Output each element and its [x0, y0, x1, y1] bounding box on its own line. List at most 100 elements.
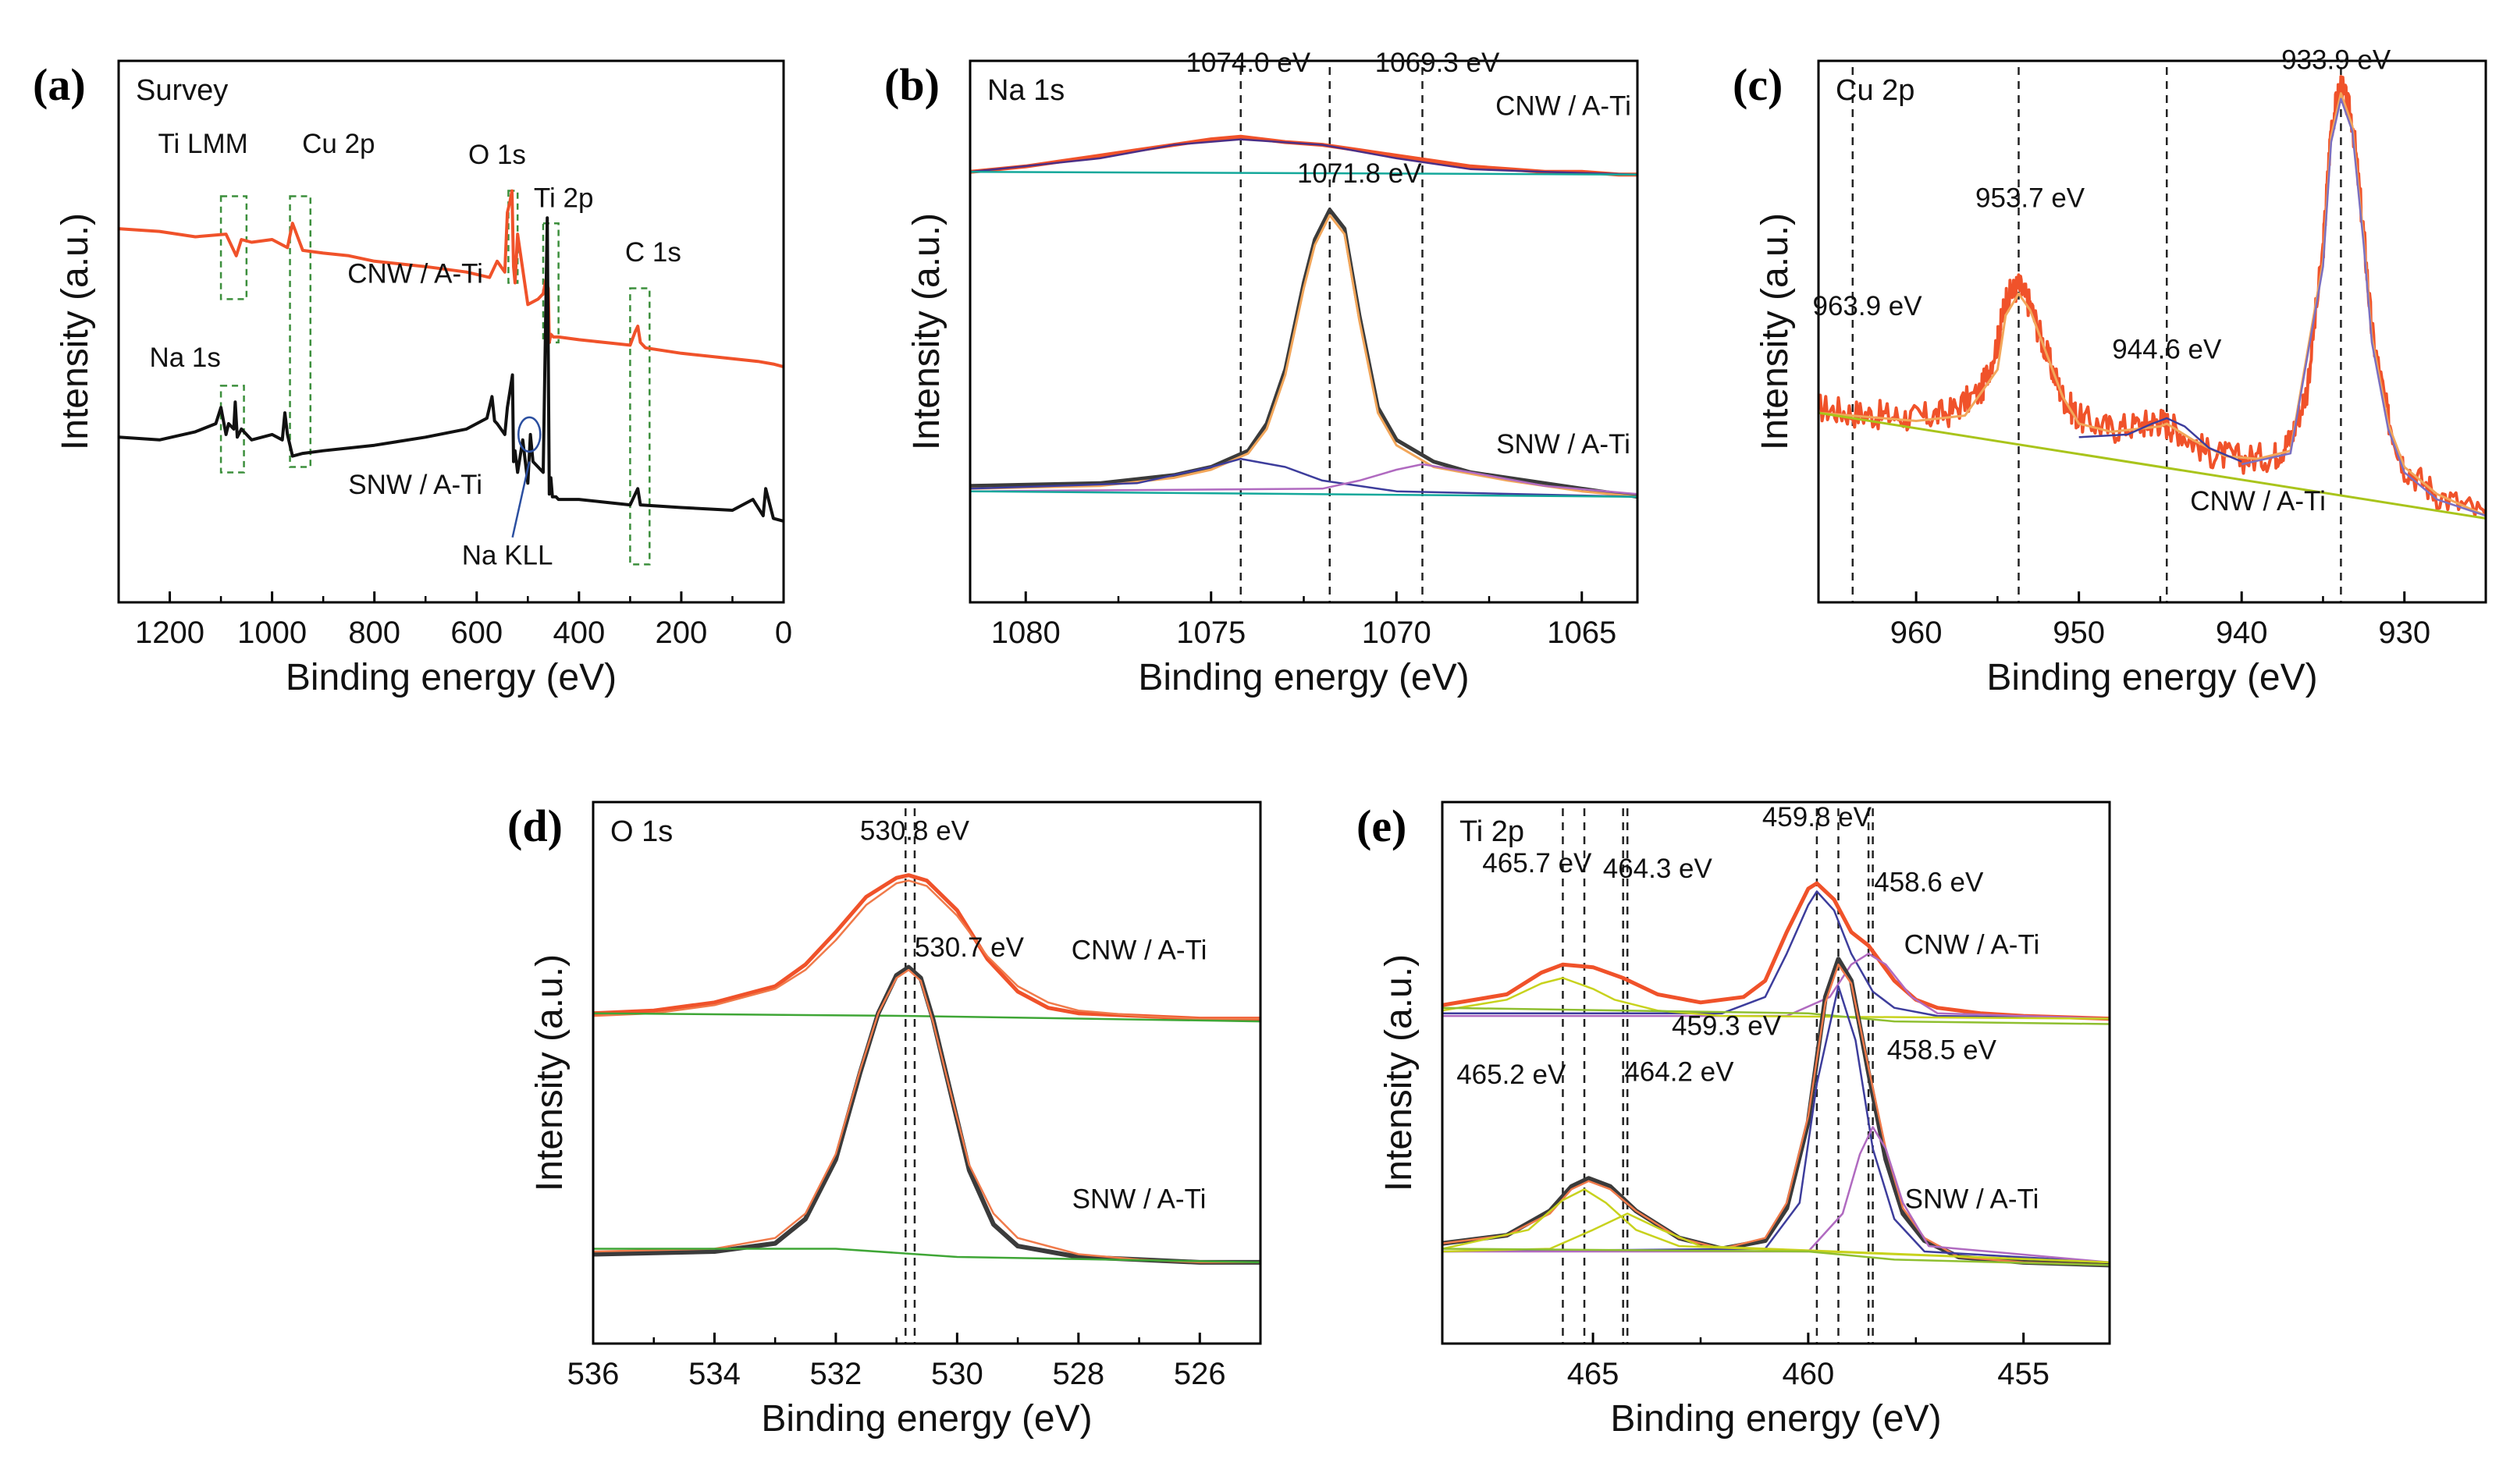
panel-title-b: Na 1s [987, 74, 1065, 107]
plot-area-d [593, 808, 1260, 1344]
series-d-snw-a-ti-raw [593, 964, 1260, 1265]
panel-title-a: Survey [136, 74, 228, 107]
x-tick-label-b-3: 1065 [1547, 616, 1616, 650]
panel-c: 960 950 940 930 Binding energy (eV) Intensity… [1733, 44, 2487, 698]
plot-frame-a [117, 59, 785, 604]
peak-marker-na-1s [219, 385, 245, 474]
x-tick-label-e-2: 455 [1997, 1357, 2050, 1391]
series-e-snw-baseline [1442, 1248, 2110, 1266]
annotation-e-465-2-ev: 465.2 eV [1456, 1060, 1566, 1090]
x-axis-label-b: Binding energy (eV) [1138, 657, 1469, 698]
series-e-snw-459-3-component [1442, 985, 2110, 1264]
annotation-a-ti-2p: Ti 2p [534, 183, 594, 213]
x-tick-label-d-4: 528 [1052, 1357, 1104, 1391]
plot-frame-e [1441, 801, 2111, 1345]
annotation-a-c-1s: C 1s [625, 237, 681, 268]
x-axis-label-d: Binding energy (eV) [761, 1398, 1092, 1440]
plot-area-a [119, 189, 784, 566]
annotation-a-cu-2p: Cu 2p [302, 129, 375, 159]
annotation-a-na-1s: Na 1s [149, 343, 220, 373]
series-c-baseline [1818, 411, 2486, 520]
na-kll-pointer [511, 461, 531, 538]
x-tick-label-d-1: 534 [688, 1357, 741, 1391]
series-c-cu-2p3-2 [2241, 98, 2486, 517]
series-b-snw-baseline [970, 490, 1637, 498]
annotation-c-cnw-a-ti: CNW / A-Ti [2190, 486, 2326, 517]
series-e-snw-fit [1442, 963, 2110, 1266]
annotation-a-ti-lmm: Ti LMM [158, 129, 247, 159]
annotation-d-530-7-ev: 530.7 eV [915, 932, 1025, 963]
y-axis-label-d: Intensity (a.u.) [529, 954, 571, 1191]
x-tick-label-e-0: 465 [1567, 1357, 1619, 1391]
annotation-a-na-kll: Na KLL [462, 540, 553, 570]
annotation-b-1071-8-ev: 1071.8 eV [1297, 158, 1422, 189]
panel-label-c: (c) [1733, 59, 1783, 110]
panel-label-b: (b) [884, 59, 940, 110]
peak-marker-c-1s [629, 287, 651, 566]
x-tick-label-b-0: 1080 [991, 616, 1061, 650]
x-tick-label-a-5: 200 [656, 616, 708, 650]
annotation-a-snw-a-ti: SNW / A-Ti [348, 470, 482, 500]
x-tick-label-c-1: 950 [2053, 616, 2105, 650]
x-tick-label-a-1: 1000 [237, 616, 307, 650]
annotation-c-944-6-ev: 944.6 eV [2112, 335, 2222, 365]
series-a-cnw-a-ti [119, 189, 784, 369]
annotation-b-snw-a-ti: SNW / A-Ti [1496, 429, 1630, 460]
panel-d: 536 534 532 530 528 526 Binding energy (eV) Int… [507, 801, 1262, 1440]
y-axis-label-b: Intensity (a.u.) [906, 213, 947, 450]
x-tick-label-a-6: 0 [775, 616, 792, 650]
annotation-b-1074-0-ev: 1074.0 eV [1186, 48, 1310, 78]
x-tick-label-d-5: 526 [1174, 1357, 1226, 1391]
annotation-a-o-1s: O 1s [468, 140, 526, 170]
annotation-e-464-2-ev: 464.2 eV [1624, 1056, 1734, 1087]
x-tick-label-d-0: 536 [567, 1357, 620, 1391]
peak-marker-ti-lmm [219, 195, 248, 300]
series-d-cnw-fit [593, 879, 1260, 1020]
x-tick-label-d-2: 532 [810, 1357, 862, 1391]
plot-frame-d [592, 801, 1262, 1345]
x-tick-label-a-2: 800 [348, 616, 400, 650]
series-e-cnw-baseline [1442, 1006, 2110, 1025]
series-b-snw-a-ti-raw [970, 208, 1637, 499]
series-b-cnw-fit [970, 138, 1637, 176]
x-axis-label-a: Binding energy (eV) [286, 657, 617, 698]
x-tick-label-d-3: 530 [931, 1357, 983, 1391]
series-b-snw-fit [970, 214, 1637, 499]
annotation-c-963-9-ev: 963.9 eV [1812, 291, 1922, 321]
annotation-e-458-6-ev: 458.6 eV [1874, 868, 1984, 898]
series-d-cnw-baseline [593, 1012, 1260, 1023]
series-b-cnw-baseline [970, 171, 1637, 176]
annotation-e-459-3-ev: 459.3 eV [1672, 1010, 1782, 1041]
x-tick-label-a-0: 1200 [135, 616, 204, 650]
series-a-snw-a-ti [119, 216, 784, 523]
panel-a: 1200 1000 800 600 400 200 0 Binding energy (eV)… [33, 59, 792, 698]
plot-area-e [1442, 808, 2110, 1344]
series-e-snw-a-ti-raw [1442, 957, 2110, 1268]
x-tick-label-a-3: 600 [450, 616, 503, 650]
x-axis-label-c: Binding energy (eV) [1986, 657, 2317, 698]
x-tick-label-c-0: 960 [1890, 616, 1943, 650]
y-axis-label-c: Intensity (a.u.) [1754, 213, 1796, 450]
annotation-d-530-8-ev: 530.8 eV [860, 816, 970, 847]
annotation-c-933-9-ev: 933.9 eV [2281, 44, 2391, 75]
plot-frame-c [1817, 59, 2487, 604]
annotation-e-458-5-ev: 458.5 eV [1887, 1035, 1997, 1066]
peak-marker-cu-2p [289, 195, 312, 468]
plot-area-c [1818, 67, 2486, 602]
x-tick-label-b-1: 1075 [1176, 616, 1246, 650]
series-d-cnw-a-ti-raw [593, 873, 1260, 1021]
series-b-snw-component-1069-3 [970, 463, 1637, 495]
series-e-snw-465-2-component [1442, 1188, 2110, 1264]
series-d-snw-baseline [593, 1248, 1260, 1264]
annotation-e-snw-a-ti: SNW / A-Ti [1905, 1184, 2039, 1215]
panel-label-a: (a) [33, 59, 86, 110]
na-kll-circle [517, 416, 542, 453]
panel-e: 465 460 455 Binding energy (eV) Intensity (a… [1356, 801, 2111, 1440]
x-tick-label-b-2: 1070 [1362, 616, 1431, 650]
annotation-a-cnw-a-ti: CNW / A-Ti [347, 259, 483, 289]
x-tick-label-c-2: 940 [2216, 616, 2268, 650]
x-tick-label-a-4: 400 [553, 616, 605, 650]
panel-b: 1080 1075 1070 1065 Binding energy (eV) Inten… [884, 48, 1639, 698]
x-tick-label-c-3: 930 [2378, 616, 2430, 650]
